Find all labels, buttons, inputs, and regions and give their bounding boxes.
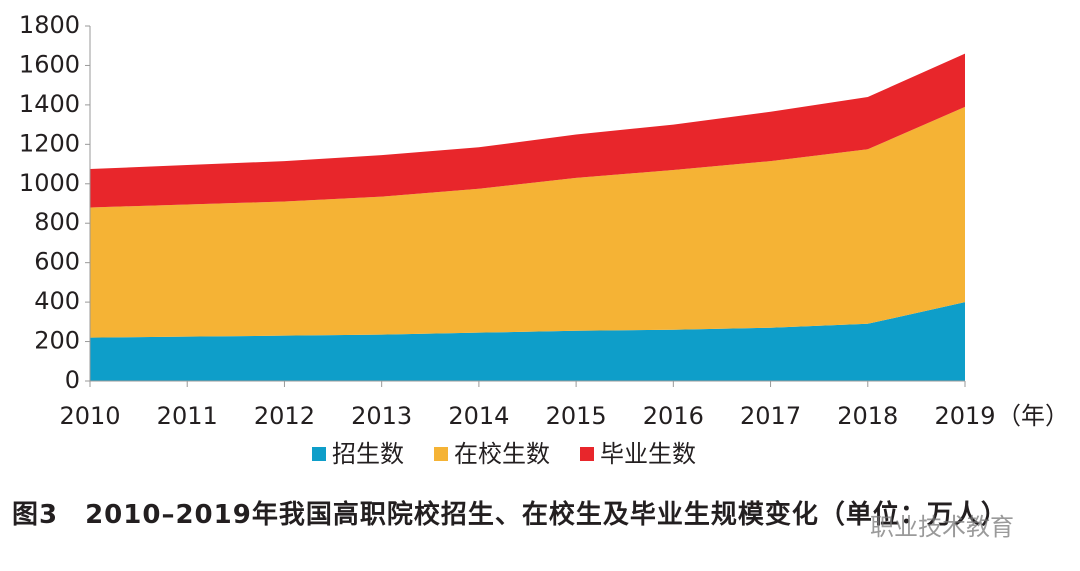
y-tick-label: 800 [34,208,80,236]
legend-label: 在校生数 [454,440,550,468]
x-tick-label: 2015 [546,402,607,430]
area [90,106,965,338]
y-tick-label: 1400 [19,90,80,118]
x-tick-label: 2010 [59,402,120,430]
legend-swatch [580,447,594,461]
y-tick-label: 1000 [19,169,80,197]
y-tick-label: 1200 [19,129,80,157]
x-unit-label: （年） [997,402,1069,430]
y-tick-label: 0 [65,366,80,394]
caption: 图3 2010–2019年我国高职院校招生、在校生及毕业生规模变化（单位：万人） [12,500,1008,530]
legend-label: 毕业生数 [600,440,696,468]
y-tick-label: 1600 [19,50,80,78]
x-tick-label: 2011 [157,402,218,430]
y-tick-label: 1800 [19,11,80,39]
x-tick-label: 2018 [837,402,898,430]
area [90,53,965,208]
x-tick-label: 2016 [643,402,704,430]
legend-label: 招生数 [332,440,404,468]
chart: 0 200 400 600 800 1000 1200 1400 1600 1800 2010 201… [19,11,1069,468]
watermark: 职业技术教育 [870,513,1014,541]
legend-swatch [434,447,448,461]
y-tick-label: 200 [34,327,80,355]
area [90,302,965,381]
x-tick-label: 2012 [254,402,315,430]
y-tick-label: 600 [34,248,80,276]
x-tick-label: 2017 [740,402,801,430]
y-tick-label: 400 [34,287,80,315]
legend-swatch [312,447,326,461]
x-tick-label: 2019 [934,402,995,430]
x-tick-label: 2014 [448,402,509,430]
x-tick-label: 2013 [351,402,412,430]
